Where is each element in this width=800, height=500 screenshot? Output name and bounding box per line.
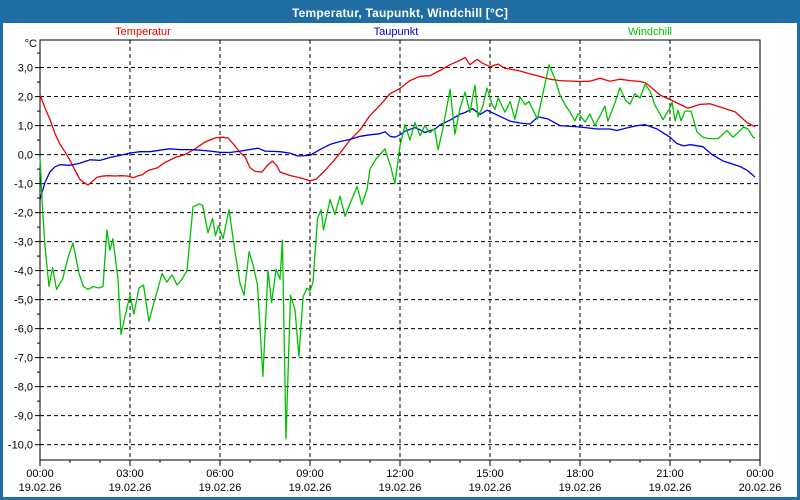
x-tick-date-label: 19.02.26 [199, 482, 242, 494]
x-tick-time-label: 03:00 [116, 468, 144, 480]
y-tick-label: -6,0 [14, 324, 33, 336]
x-tick-date-label: 19.02.26 [289, 482, 332, 494]
y-tick-label: -7,0 [14, 353, 33, 365]
y-tick-label: -3,0 [14, 237, 33, 249]
y-tick-label: -2,0 [14, 208, 33, 220]
x-tick-time-label: 09:00 [296, 468, 324, 480]
legend-item-temperatur: Temperatur [115, 26, 171, 38]
x-tick-date-label: 19.02.26 [559, 482, 602, 494]
x-tick-date-label: 19.02.26 [109, 482, 152, 494]
x-tick-date-label: 19.02.26 [469, 482, 512, 494]
chart-area: 3,0 2,0 1,0 0,0 -1,0 -2,0 -3,0 -4,0 -5,0 -6,0 -7,0… [3, 3, 797, 497]
x-tick-time-label: 00:00 [746, 468, 774, 480]
y-tick-label: -4,0 [14, 266, 33, 278]
x-tick-time-label: 12:00 [386, 468, 414, 480]
window-title: Temperatur, Taupunkt, Windchill [°C] [291, 6, 509, 20]
x-tick-date-label: 19.02.26 [649, 482, 692, 494]
y-tick-label: 3,0 [18, 63, 33, 75]
x-tick-time-label: 00:00 [26, 468, 54, 480]
window-titlebar: Temperatur, Taupunkt, Windchill [°C] [3, 3, 797, 23]
plot-border [39, 39, 761, 461]
y-tick-label: -5,0 [14, 295, 33, 307]
y-tick-label: -8,0 [14, 382, 33, 394]
legend-item-taupunkt: Taupunkt [373, 26, 419, 38]
chart-plot: 3,0 2,0 1,0 0,0 -1,0 -2,0 -3,0 -4,0 -5,0 -6,0 -7,0… [8, 38, 782, 494]
y-tick-label: 0,0 [18, 150, 33, 162]
y-tick-label: 1,0 [18, 121, 33, 133]
series-line-taupunkt [39, 108, 756, 200]
x-tick-date-label: 20.02.26 [739, 482, 782, 494]
x-tick-time-label: 15:00 [476, 468, 504, 480]
series-line-temperatur [39, 56, 756, 186]
legend-item-windchill: Windchill [627, 26, 673, 38]
x-tick-date-label: 19.02.26 [19, 482, 62, 494]
x-tick-time-label: 06:00 [206, 468, 234, 480]
x-tick-time-label: 21:00 [656, 468, 684, 480]
x-tick-time-label: 18:00 [566, 468, 594, 480]
y-axis-unit-label: °C [25, 38, 37, 50]
y-tick-label: -1,0 [14, 179, 33, 191]
y-tick-label: 2,0 [18, 92, 33, 104]
chart-legend: Temperatur Taupunkt Windchill [3, 23, 797, 41]
series-line-windchill [39, 64, 756, 440]
y-tick-label: -9,0 [14, 411, 33, 423]
y-tick-label: -10,0 [8, 440, 33, 452]
x-tick-date-label: 19.02.26 [379, 482, 422, 494]
